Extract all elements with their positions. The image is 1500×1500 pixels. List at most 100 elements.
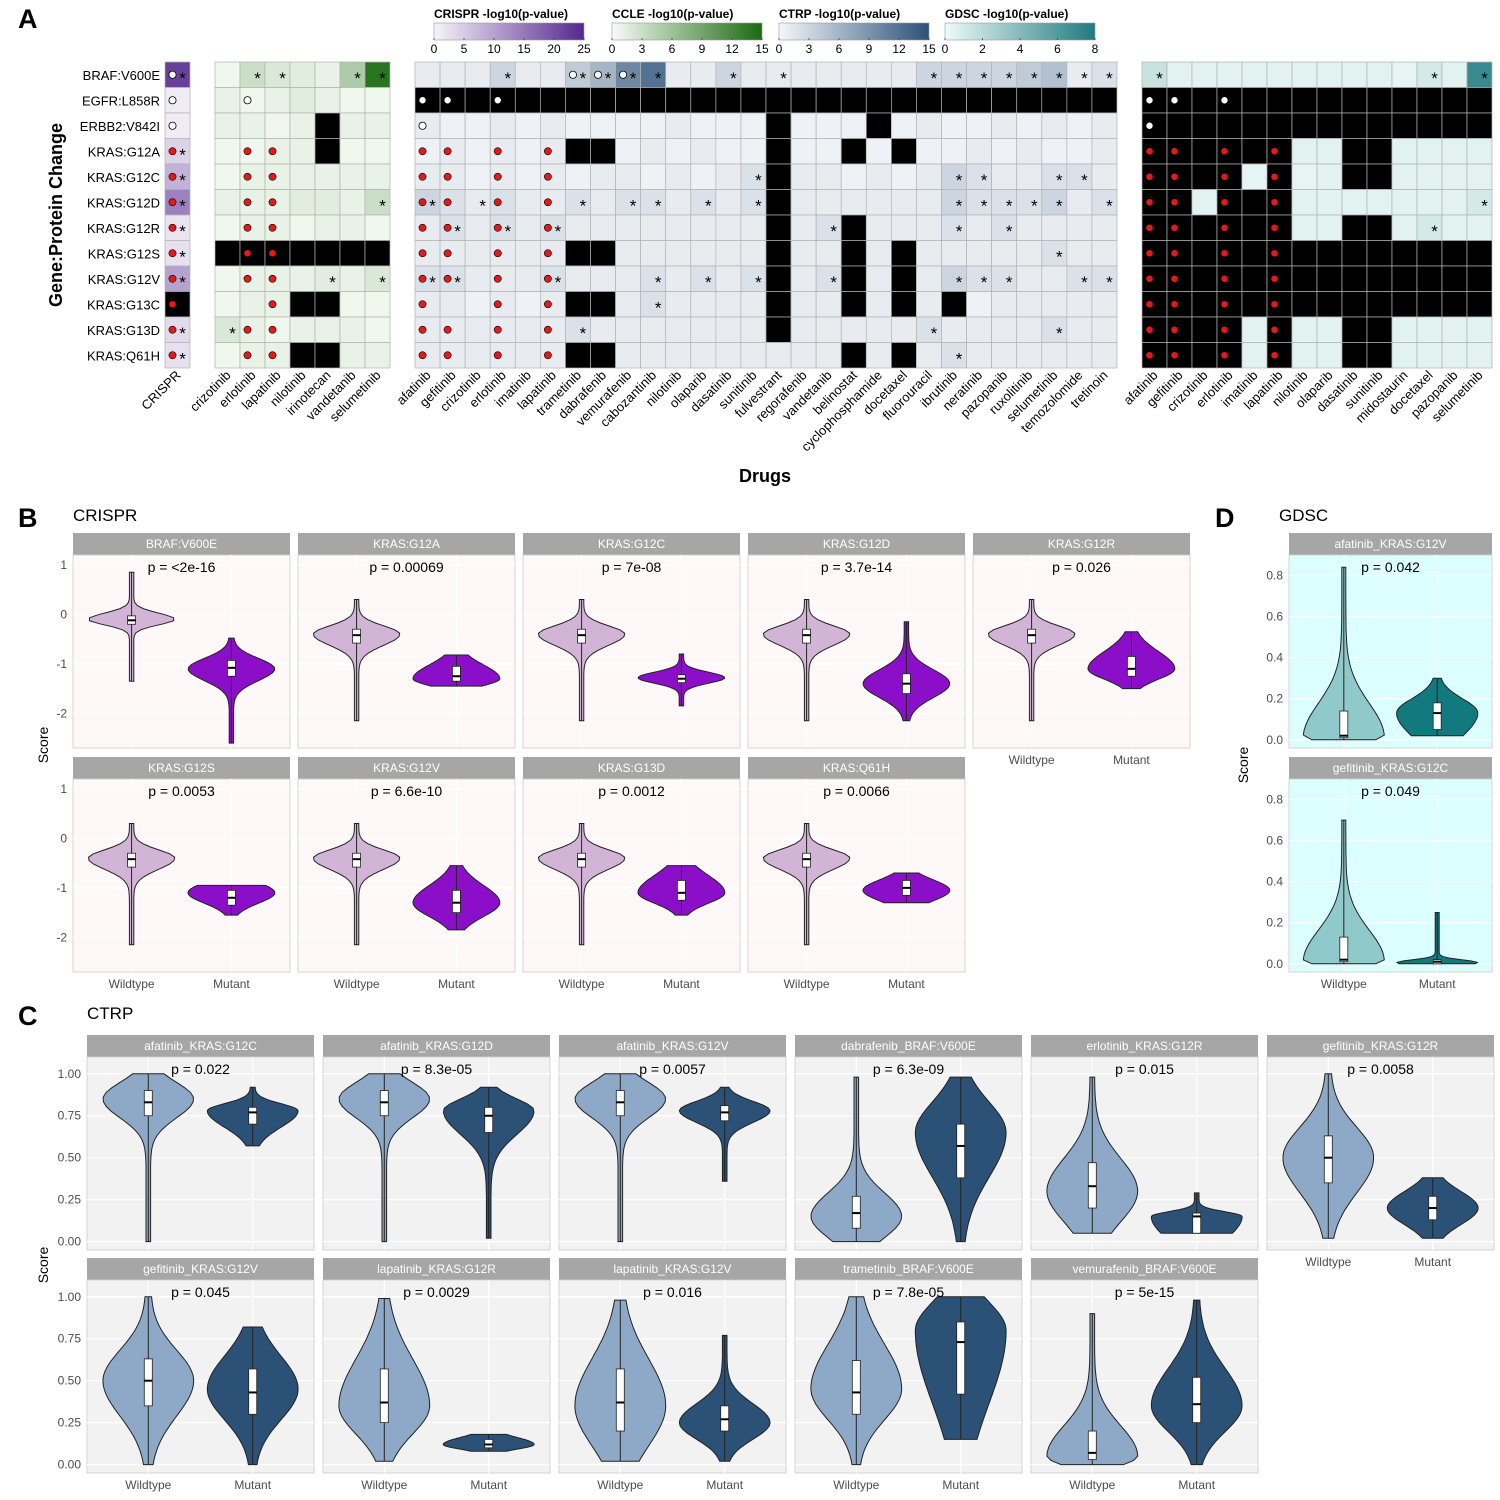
significance-star: *: [956, 171, 963, 190]
heatmap-cell: [941, 189, 967, 216]
heatmap-cell: [1191, 240, 1218, 267]
significance-star: *: [981, 273, 988, 292]
heatmap-cell: [790, 265, 817, 292]
heatmap-cell: [590, 112, 616, 139]
legend-tick-label: 25: [577, 42, 591, 56]
x-tick-label: Mutant: [438, 977, 475, 991]
heatmap-cell: [1291, 112, 1318, 139]
heatmap-cell: [891, 342, 917, 369]
y-tick-label: 1.00: [58, 1290, 82, 1304]
heatmap-cell: [765, 240, 792, 267]
heatmap-cell: [640, 316, 667, 343]
heatmap-cell: [314, 214, 341, 241]
significance-star: *: [981, 171, 988, 190]
heatmap-cell: [740, 138, 767, 165]
x-tick-label: Wildtype: [1321, 977, 1367, 991]
heatmap-cell: [514, 61, 541, 88]
y-tick-label: -1: [56, 657, 67, 671]
significance-star: *: [1181, 171, 1188, 190]
heatmap-cell: [364, 316, 391, 343]
heatmap-cell: [1366, 112, 1393, 139]
x-tick-label: Mutant: [213, 977, 250, 991]
dot-marker: [543, 249, 552, 258]
heatmap-cell: [289, 87, 316, 114]
significance-star: *: [555, 273, 562, 292]
heatmap-cell: [1466, 163, 1493, 190]
heatmap-cell: [916, 87, 942, 114]
significance-star: *: [1106, 196, 1113, 215]
dot-marker: [493, 147, 502, 156]
heatmap-cell: [1016, 112, 1043, 139]
dot-marker: [243, 351, 252, 360]
heatmap-cell: [916, 240, 942, 267]
heatmap-cell: [991, 138, 1018, 165]
facet-strip-label: lapatinib_KRAS:G12V: [613, 1262, 731, 1276]
facet-strip: [1031, 1258, 1258, 1280]
p-value-label: p = 5e-15: [1115, 1284, 1175, 1300]
box-iqr: [452, 665, 461, 682]
dot-marker: [1220, 325, 1229, 334]
heatmap-cell: [966, 316, 992, 343]
heatmap-cell: [565, 138, 591, 165]
significance-star: *: [1481, 196, 1488, 215]
dot-marker: [1270, 172, 1279, 181]
dot-marker: [1220, 300, 1229, 309]
dot-marker: [1145, 172, 1154, 181]
heatmap-cell: [916, 112, 942, 139]
heatmap-cell: [339, 342, 366, 369]
facet-strip: [795, 1035, 1022, 1057]
heatmap-cell: [815, 316, 842, 343]
heatmap-cell: [640, 61, 667, 88]
facet-strip-label: KRAS:G12C: [598, 537, 666, 551]
significance-star: *: [504, 69, 511, 88]
y-tick-label: -1: [56, 881, 67, 895]
heatmap-cell: [640, 87, 667, 114]
heatmap-cell: [665, 342, 692, 369]
dot-marker: [418, 172, 427, 181]
dot-marker: [1270, 300, 1279, 309]
dot-marker: [493, 223, 502, 232]
facet-strip: [748, 533, 965, 555]
heatmap-cell: [891, 265, 917, 292]
y-tick-label: 0.50: [58, 1151, 82, 1165]
dot-marker: [168, 223, 177, 232]
heatmap-cell: [1341, 189, 1368, 216]
heatmap-cell: [1291, 265, 1318, 292]
facet-strip-label: trametinib_BRAF:V600E: [843, 1262, 974, 1276]
heatmap-cell: [690, 138, 717, 165]
p-value-label: p = 7.8e-05: [873, 1284, 944, 1300]
heatmap-cell: [1091, 61, 1118, 88]
y-tick-label: -2: [56, 930, 67, 944]
dot-marker: [418, 147, 427, 156]
heatmap-cell: [1316, 291, 1343, 318]
heatmap-cell: [715, 61, 742, 88]
box-iqr: [379, 1368, 389, 1424]
y-tick-label: 1: [60, 782, 67, 796]
y-tick-label: 0.0: [1266, 957, 1283, 971]
heatmap-cell: [1091, 265, 1118, 292]
heatmap-cell: [1166, 112, 1193, 139]
heatmap-cell: [941, 291, 967, 318]
facet-strip: [973, 533, 1190, 555]
y-axis-title: Score: [1235, 747, 1251, 784]
significance-star: *: [755, 273, 762, 292]
heatmap-cell: [1016, 87, 1043, 114]
heatmap-cell: [1366, 138, 1393, 165]
y-tick-label: 0.25: [58, 1193, 82, 1207]
heatmap-cell: [615, 189, 641, 216]
heatmap-cell: [690, 265, 717, 292]
heatmap-cell: [565, 316, 591, 343]
heatmap-cell: [464, 316, 491, 343]
dot-marker: [443, 223, 452, 232]
x-tick-label: Mutant: [470, 1478, 507, 1492]
heatmap-cell: [439, 61, 466, 88]
heatmap-cell: [339, 61, 366, 88]
heatmap-cell: [665, 265, 692, 292]
facet-strip-label: BRAF:V600E: [146, 537, 217, 551]
heatmap-cell: [1016, 138, 1043, 165]
heatmap-cell: [991, 265, 1018, 292]
dot-marker: [1170, 351, 1179, 360]
heatmap-cell: [1441, 342, 1468, 369]
heatmap-cell: [765, 214, 792, 241]
heatmap-cell: [891, 189, 917, 216]
